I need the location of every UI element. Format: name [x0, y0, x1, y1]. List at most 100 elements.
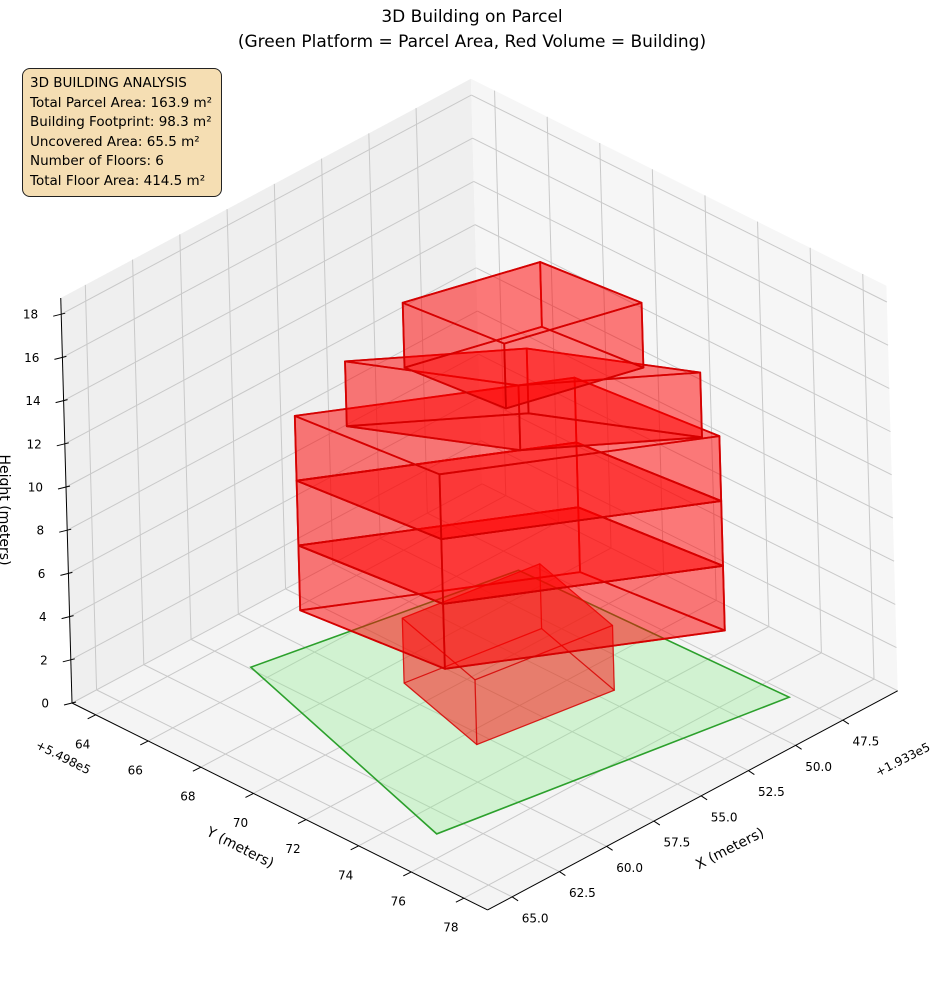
gridline-y-floor	[305, 599, 717, 821]
gridline-z-right	[480, 440, 897, 649]
z-tick-label: 14	[25, 394, 40, 408]
x-offset-label: +1.933e5	[873, 740, 932, 779]
gridline-x-floor	[379, 537, 796, 746]
y-axis-line	[71, 702, 488, 911]
gridline-x-floor	[143, 664, 560, 873]
y-tick-label: 68	[180, 790, 195, 804]
z-tick-label: 12	[27, 437, 42, 451]
gridline-z-right	[473, 180, 890, 389]
y-tick-mark	[140, 740, 149, 746]
x-tick-label: 47.5	[853, 735, 880, 749]
gridline-z-right	[478, 353, 895, 562]
info-box: 3D BUILDING ANALYSIS Total Parcel Area: …	[22, 68, 222, 197]
z-tick-mark	[59, 528, 72, 533]
gridline-z-left	[68, 353, 479, 574]
x-tick-mark	[842, 719, 850, 725]
z-tick-mark	[63, 701, 77, 706]
z-axis-line	[60, 297, 73, 704]
chart-subtitle: (Green Platform = Parcel Area, Red Volum…	[237, 32, 707, 52]
gridline-y-floor	[358, 626, 770, 847]
z-tick-mark	[57, 485, 71, 490]
gridline-y-wall	[546, 116, 559, 522]
gridline-y-wall	[599, 143, 612, 549]
y-tick-label: 76	[391, 894, 406, 908]
parcel-layer	[249, 569, 792, 835]
z-tick-label: 18	[23, 308, 38, 322]
z-tick-mark	[60, 571, 73, 576]
gridline-z-right	[477, 310, 894, 519]
y-tick-mark	[455, 897, 465, 903]
gridline-x-floor	[285, 588, 702, 797]
gridline-z-right	[471, 94, 888, 303]
y-tick-mark	[403, 871, 412, 877]
gridline-z-right	[479, 396, 896, 605]
z-tick-mark	[53, 312, 66, 317]
gridline-y-wall	[809, 247, 822, 653]
gridline-z-left	[66, 310, 478, 531]
z-tick-label: 16	[24, 351, 39, 365]
info-line-footprint: Building Footprint: 98.3 m²	[30, 114, 212, 130]
x-axis-title: X (meters)	[693, 825, 767, 873]
info-heading: 3D BUILDING ANALYSIS	[30, 75, 187, 91]
gridline-z-left	[60, 94, 472, 315]
z-tick-mark	[62, 658, 75, 663]
y-tick-label: 64	[75, 737, 90, 751]
x-tick-label: 50.0	[805, 760, 832, 774]
y-tick-mark	[192, 766, 202, 772]
gridline-x-floor	[238, 613, 655, 822]
gridline-x-wall	[226, 209, 239, 615]
floor-top-face	[401, 563, 614, 681]
info-line-parcel-area: Total Parcel Area: 163.9 m²	[30, 94, 213, 111]
x-tick-mark	[700, 795, 708, 801]
floor-top-face	[401, 261, 643, 345]
y-tick-mark	[245, 792, 254, 798]
gridline-y-floor	[463, 678, 875, 899]
gridline-y-wall	[862, 274, 875, 680]
y-tick-mark	[350, 845, 359, 851]
gridline-x-wall	[179, 234, 192, 640]
building-floor-5	[344, 347, 703, 452]
gridline-x-floor	[96, 689, 513, 898]
gridline-z-right	[472, 137, 889, 346]
right-pane	[470, 78, 898, 691]
gridline-y-wall	[757, 221, 770, 627]
gridline-x-floor	[190, 638, 607, 847]
left-pane	[60, 78, 483, 704]
z-axis-title: Height (meters)	[0, 454, 12, 565]
z-tick-mark	[56, 442, 69, 447]
info-line-uncovered: Uncovered Area: 65.5 m²	[30, 133, 200, 150]
x-tick-label: 55.0	[711, 810, 738, 824]
gridline-y-wall	[704, 195, 717, 601]
gridline-z-left	[62, 137, 473, 358]
y-tick-label: 74	[338, 868, 353, 882]
gridline-x-wall	[321, 158, 334, 564]
z-tick-label: 2	[40, 653, 48, 667]
y-tick-mark	[87, 714, 96, 720]
info-line-floors: Number of Floors: 6	[30, 153, 164, 169]
axis-panes	[60, 78, 898, 910]
x-tick-label: 57.5	[664, 836, 691, 850]
gridline-x-floor	[332, 563, 749, 772]
gridline-x-wall	[368, 133, 381, 539]
gridline-y-floor	[411, 652, 822, 873]
gridline-z-right	[474, 224, 891, 433]
x-tick-mark	[653, 820, 661, 826]
z-tick-label: 8	[37, 524, 45, 538]
chart-title: 3D Building on Parcel	[381, 7, 563, 27]
x-tick-label: 65.0	[522, 911, 549, 925]
gridline-x-wall	[84, 284, 98, 690]
floor-pane	[72, 483, 898, 910]
y-tick-label: 66	[128, 763, 143, 777]
x-tick-mark	[559, 871, 566, 877]
building-floor-6	[401, 261, 645, 410]
info-line-floor-area: Total Floor Area: 414.5 m²	[30, 172, 206, 189]
gridline-z-right	[481, 483, 898, 692]
z-tick-label: 6	[38, 567, 46, 581]
gridline-y-wall	[494, 90, 507, 496]
gridline-z-left	[64, 224, 476, 445]
z-tick-mark	[55, 399, 68, 404]
gridline-x-wall	[132, 259, 145, 665]
y-tick-mark	[297, 819, 307, 825]
x-tick-mark	[748, 770, 755, 776]
